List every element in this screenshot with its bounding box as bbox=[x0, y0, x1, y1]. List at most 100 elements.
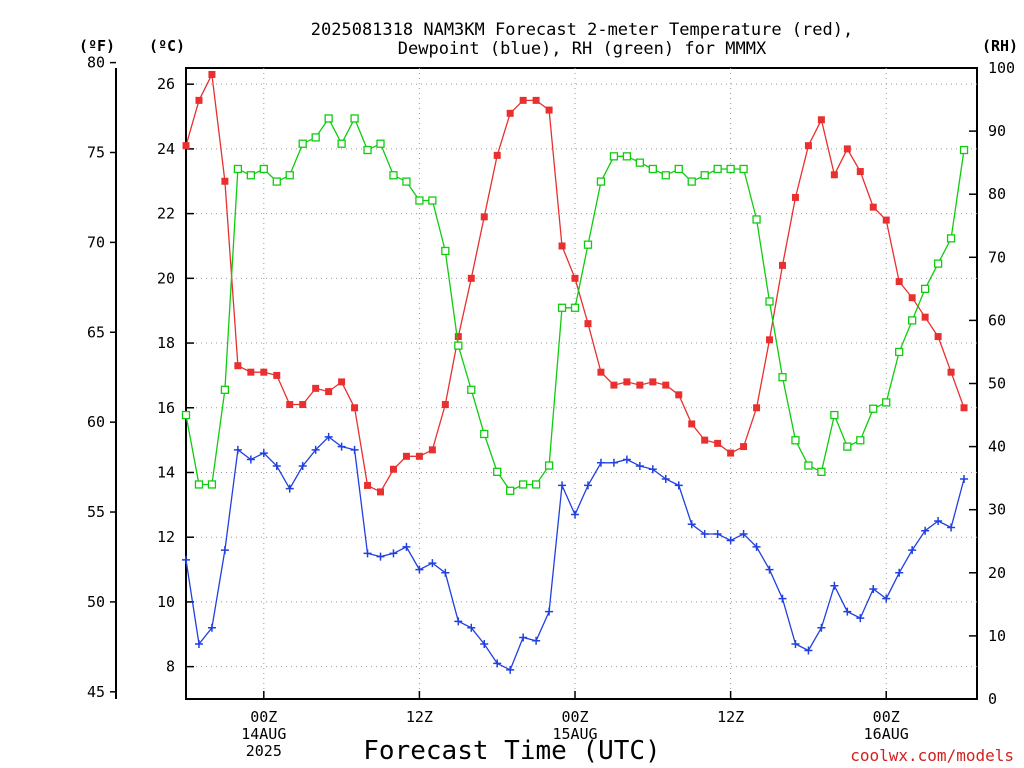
temperature-point bbox=[389, 465, 397, 473]
dewpoint-point bbox=[791, 639, 800, 648]
dewpoint-point bbox=[194, 639, 203, 648]
rh-point bbox=[350, 114, 359, 123]
temperature-point bbox=[960, 404, 968, 412]
temperature-point bbox=[260, 368, 268, 376]
fahrenheit-tick-label: 65 bbox=[87, 323, 105, 341]
temperature-point bbox=[740, 443, 748, 451]
rh-point bbox=[207, 480, 217, 489]
dewpoint-point bbox=[441, 568, 450, 577]
fahrenheit-tick-label: 50 bbox=[87, 593, 105, 611]
rh-point bbox=[220, 385, 230, 394]
rh-unit-label: (RH) bbox=[982, 37, 1018, 55]
temperature-point bbox=[182, 142, 190, 150]
temperature-point bbox=[428, 446, 436, 454]
rh-point bbox=[596, 177, 606, 186]
celsius-tick-label: 10 bbox=[157, 593, 175, 611]
celsius-tick-label: 26 bbox=[157, 75, 175, 93]
rh-point bbox=[791, 436, 800, 445]
dewpoint-point bbox=[752, 542, 761, 551]
dewpoint-point bbox=[843, 607, 852, 616]
rh-point bbox=[246, 171, 255, 180]
dewpoint-point bbox=[908, 546, 917, 555]
dewpoint-point bbox=[480, 639, 489, 648]
rh-point bbox=[544, 461, 554, 470]
rh-point bbox=[933, 259, 943, 268]
rh-point bbox=[700, 171, 709, 180]
rh-point bbox=[856, 436, 865, 445]
rh-point bbox=[428, 196, 437, 205]
rh-series bbox=[181, 114, 969, 495]
temperature-point bbox=[221, 177, 229, 185]
fahrenheit-tick-label: 55 bbox=[87, 503, 105, 521]
dewpoint-point bbox=[363, 549, 372, 558]
dewpoint-point bbox=[182, 555, 190, 564]
temperature-point bbox=[662, 381, 670, 389]
dewpoint-point bbox=[921, 526, 930, 535]
rh-point bbox=[233, 164, 243, 174]
fahrenheit-tick-label: 45 bbox=[87, 683, 105, 701]
temperature-point bbox=[714, 439, 722, 447]
celsius-tick-label: 20 bbox=[157, 269, 175, 287]
dewpoint-point bbox=[389, 549, 398, 558]
temperature-point bbox=[299, 401, 307, 409]
celsius-tick-label: 8 bbox=[166, 658, 175, 676]
rh-point bbox=[946, 234, 956, 243]
rh-tick-label: 30 bbox=[988, 501, 1006, 519]
dewpoint-point bbox=[947, 523, 956, 532]
rh-point bbox=[506, 486, 515, 495]
time-tick-label: 2025 bbox=[246, 742, 282, 760]
dewpoint-point bbox=[778, 594, 787, 603]
dewpoint-point bbox=[713, 529, 722, 538]
dewpoint-point bbox=[558, 481, 567, 490]
rh-tick-label: 80 bbox=[988, 185, 1006, 203]
dewpoint-point bbox=[519, 633, 528, 642]
temperature-point bbox=[454, 333, 462, 341]
rh-point bbox=[869, 404, 878, 413]
rh-point bbox=[531, 480, 541, 489]
rh-tick-label: 20 bbox=[988, 564, 1006, 582]
dewpoint-point bbox=[583, 481, 592, 490]
rh-point bbox=[311, 133, 320, 142]
dewpoint-point bbox=[233, 445, 242, 454]
celsius-tick-label: 16 bbox=[157, 399, 175, 417]
celsius-tick-label: 24 bbox=[157, 140, 175, 158]
time-tick-label: 12Z bbox=[717, 708, 744, 726]
temperature-point bbox=[791, 193, 799, 201]
rh-point bbox=[713, 164, 722, 174]
dewpoint-point bbox=[687, 520, 696, 529]
dewpoint-point bbox=[402, 542, 411, 551]
temperature-point bbox=[934, 333, 942, 341]
temperature-point bbox=[351, 404, 359, 412]
temperature-point bbox=[727, 449, 735, 457]
temperature-point bbox=[688, 420, 696, 428]
temperature-point bbox=[364, 481, 372, 489]
dewpoint-point bbox=[960, 474, 969, 483]
dewpoint-point bbox=[415, 565, 424, 574]
dewpoint-point bbox=[246, 455, 255, 464]
dewpoint-point bbox=[285, 484, 294, 493]
time-tick-label: 16AUG bbox=[864, 725, 909, 743]
celsius-tick-label: 22 bbox=[157, 205, 175, 223]
rh-point bbox=[324, 114, 333, 123]
rh-point bbox=[181, 410, 191, 420]
dewpoint-point bbox=[467, 623, 476, 632]
rh-point bbox=[622, 152, 632, 161]
temperature-point bbox=[869, 203, 877, 211]
temperature-point bbox=[273, 371, 281, 379]
dewpoint-point bbox=[545, 607, 554, 616]
temperature-point bbox=[234, 362, 242, 370]
temperature-point bbox=[571, 274, 579, 282]
temperature-point bbox=[247, 368, 255, 376]
temperature-point bbox=[377, 488, 385, 496]
dewpoint-point bbox=[726, 536, 735, 545]
temperature-point bbox=[493, 151, 501, 159]
chart-title-line2: Dewpoint (blue), RH (green) for MMMX bbox=[398, 39, 767, 59]
rh-point bbox=[830, 410, 839, 420]
temperature-point bbox=[778, 261, 786, 269]
dewpoint-point bbox=[376, 552, 385, 561]
temperature-point bbox=[467, 274, 475, 282]
rh-tick-label: 100 bbox=[988, 59, 1015, 77]
dewpoint-point bbox=[817, 623, 826, 632]
